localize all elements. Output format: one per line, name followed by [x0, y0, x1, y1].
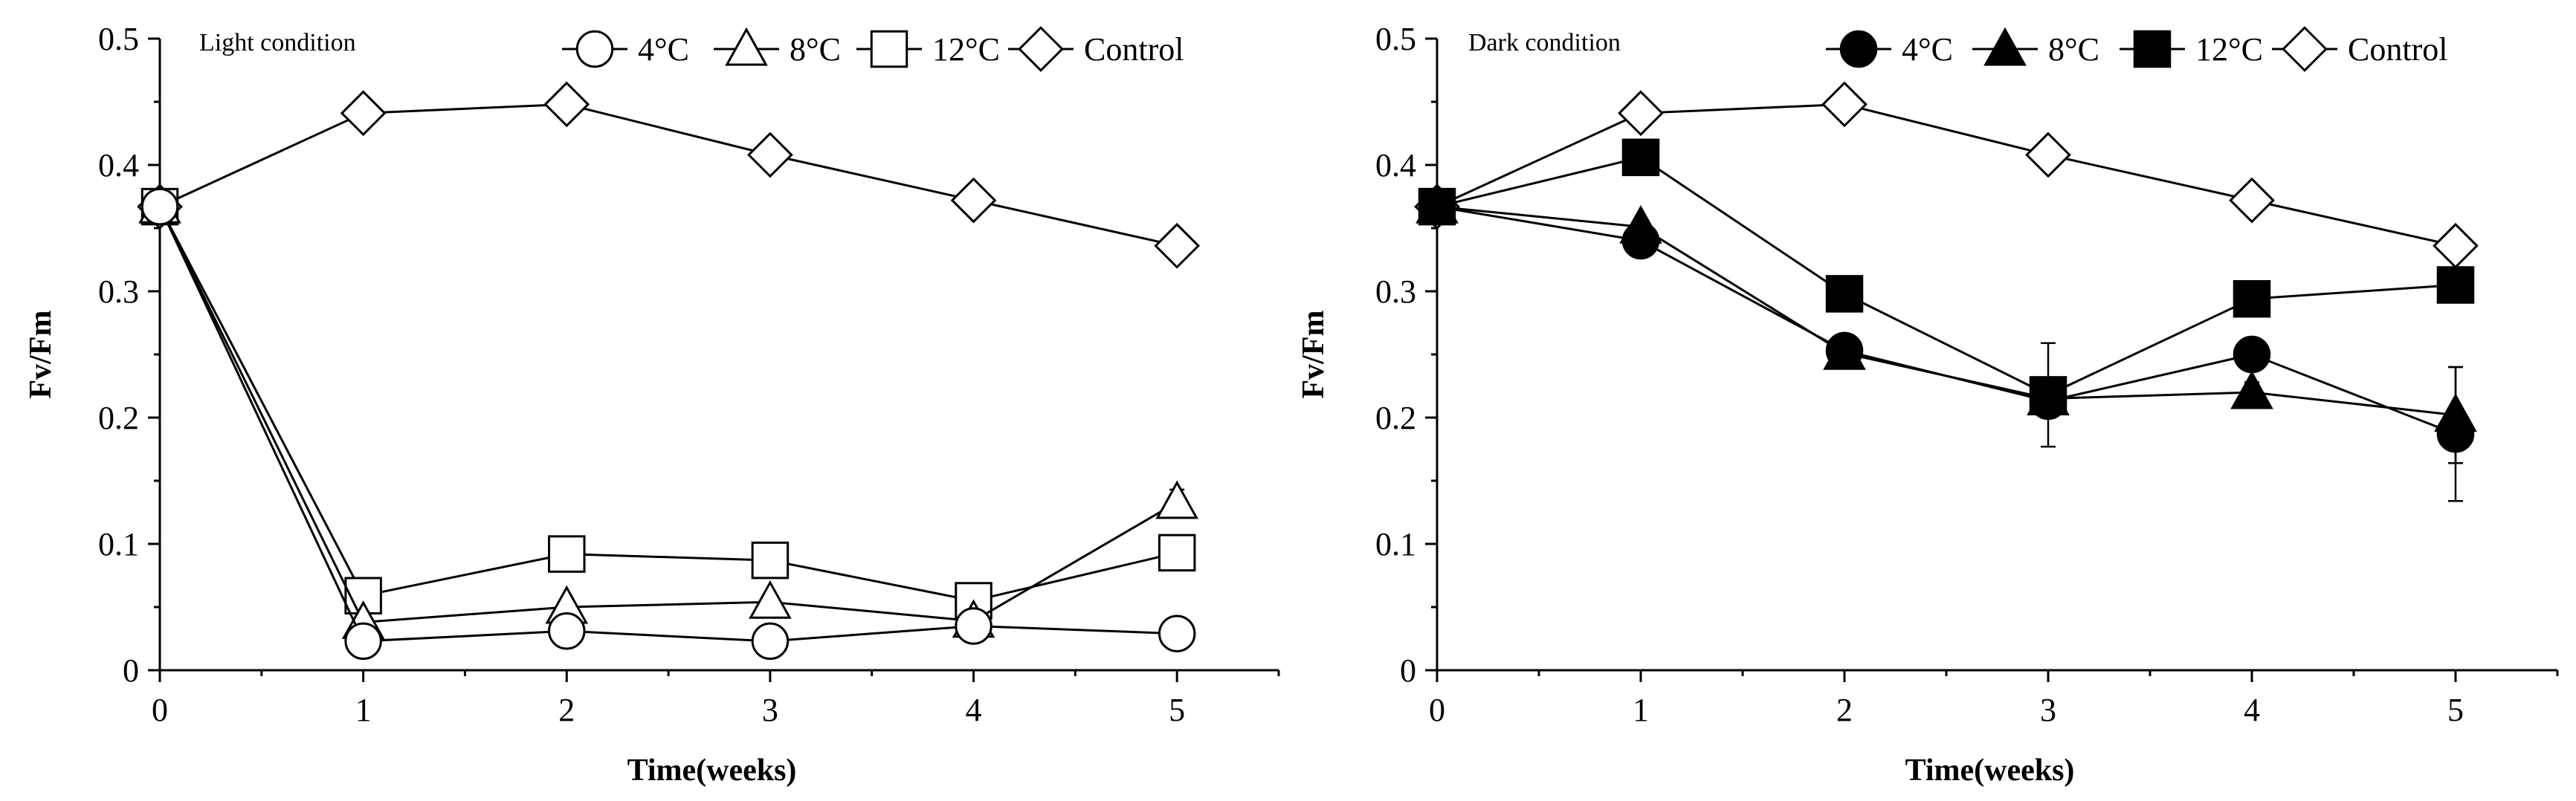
x-tick-label: 5 — [2447, 692, 2464, 728]
legend-marker-control — [1018, 26, 1064, 72]
y-tick-label: 0.5 — [98, 21, 139, 57]
panel-title: Dark condition — [1468, 29, 1621, 56]
data-point-12c — [2436, 266, 2475, 304]
y-tick-label: 0 — [123, 652, 139, 689]
y-tick-label: 0.1 — [1375, 526, 1416, 562]
legend-marker-8c — [1983, 27, 2027, 66]
legend-label-4c: 4°C — [638, 31, 689, 68]
data-point-4c — [548, 612, 586, 650]
x-axis-title: Time(weeks) — [1905, 753, 2075, 788]
x-tick-label: 2 — [558, 692, 575, 728]
series-line-8c — [158, 206, 1178, 623]
legend-marker-12c — [2133, 30, 2172, 68]
legend-label-4c: 4°C — [1902, 31, 1953, 68]
data-point-4c — [2029, 382, 2067, 421]
legend-marker-4c — [1839, 30, 1878, 68]
data-point-12c — [548, 535, 586, 573]
x-tick-label: 4 — [2244, 692, 2260, 728]
y-axis-title: Fv/Fm — [1297, 311, 1331, 399]
x-axis-title: Time(weeks) — [627, 753, 797, 788]
y-tick-label: 0 — [1400, 652, 1416, 689]
data-point-control — [2433, 222, 2479, 269]
series-8c — [1415, 184, 2477, 464]
data-point-8c — [749, 580, 792, 619]
legend: 4°C 8°C 12°C Control — [1826, 26, 2447, 72]
series-8c — [138, 184, 1198, 639]
series-12c — [1418, 138, 2475, 448]
legend-label-12c: 12°C — [2195, 31, 2263, 68]
x-tick-label: 3 — [762, 692, 778, 728]
data-point-control — [340, 90, 387, 137]
series-4c — [1418, 187, 2475, 502]
legend-label-control: Control — [1084, 31, 1184, 68]
light-condition-chart: 0 0.1 0.2 0.3 0.4 0.5 0 1 2 3 4 5 Time(weeks) Fv/Fm Li… — [24, 21, 1280, 788]
data-point-4c — [955, 607, 992, 645]
series-4c — [141, 187, 1196, 661]
data-point-12c — [1158, 534, 1196, 572]
x-tick-label: 1 — [355, 692, 372, 728]
data-point-control — [1821, 81, 1868, 128]
series-line-8c — [1436, 205, 2456, 417]
data-point-control — [950, 177, 997, 224]
x-tick-label: 4 — [966, 692, 982, 728]
x-tick-label: 3 — [2040, 692, 2056, 728]
series-line-control — [159, 103, 1178, 247]
x-tick-label: 1 — [1633, 692, 1649, 728]
y-tick-label: 0.5 — [1375, 21, 1416, 57]
data-point-4c — [1158, 614, 1196, 652]
y-tick-label: 0.2 — [98, 400, 139, 436]
y-tick-label: 0.3 — [1375, 273, 1416, 310]
series-12c — [141, 187, 1196, 620]
data-point-8c — [1155, 480, 1198, 519]
y-tick-label: 0.3 — [98, 273, 139, 310]
data-point-control — [2229, 177, 2275, 224]
series-line-control — [1436, 103, 2456, 247]
legend-label-8c: 8°C — [2048, 31, 2099, 68]
x-tick-label: 0 — [1429, 692, 1445, 728]
legend-marker-12c — [870, 30, 908, 68]
data-point-4c — [1418, 187, 1456, 226]
series-control — [1414, 81, 2479, 269]
data-point-4c — [751, 622, 790, 661]
x-tick-label: 0 — [152, 692, 168, 728]
series-line-4c — [158, 206, 1178, 643]
data-point-4c — [1825, 331, 1864, 370]
legend-label-8c: 8°C — [790, 31, 841, 68]
data-point-4c — [2233, 335, 2271, 374]
y-tick-label: 0.1 — [98, 526, 139, 562]
data-point-4c — [2436, 415, 2475, 453]
series-control — [137, 81, 1201, 269]
data-point-control — [1154, 222, 1201, 269]
data-point-control — [2025, 132, 2071, 178]
legend-label-12c: 12°C — [932, 31, 1000, 68]
legend-label-control: Control — [2348, 31, 2447, 68]
panel-title: Light condition — [199, 29, 356, 56]
series-line-12c — [158, 206, 1178, 603]
data-point-12c — [751, 541, 790, 580]
y-tick-label: 0.2 — [1375, 400, 1416, 436]
data-point-control — [747, 132, 793, 178]
x-tick-label: 5 — [1169, 692, 1185, 728]
legend-marker-8c — [725, 27, 768, 66]
series-line-4c — [1436, 205, 2456, 435]
data-point-8c — [2230, 370, 2273, 409]
dark-condition-chart: 0 0.1 0.2 0.3 0.4 0.5 0 1 2 3 4 5 Time(weeks) Fv/Fm Da… — [1297, 21, 2559, 788]
data-point-4c — [1621, 221, 1660, 260]
y-axis-title: Fv/Fm — [24, 311, 58, 399]
data-point-4c — [141, 187, 179, 226]
data-point-control — [543, 81, 590, 128]
data-point-control — [1618, 90, 1664, 137]
data-point-4c — [344, 622, 382, 661]
y-tick-label: 0.4 — [1375, 147, 1416, 184]
legend-marker-control — [2282, 26, 2328, 72]
series-line-12c — [1436, 156, 2456, 397]
data-point-12c — [1825, 275, 1864, 313]
legend-marker-4c — [575, 30, 614, 68]
x-tick-label: 2 — [1836, 692, 1853, 728]
data-point-12c — [1621, 138, 1660, 177]
data-point-12c — [2233, 279, 2271, 318]
y-tick-label: 0.4 — [98, 147, 139, 184]
legend: 4°C 8°C 12°C Control — [562, 26, 1184, 72]
